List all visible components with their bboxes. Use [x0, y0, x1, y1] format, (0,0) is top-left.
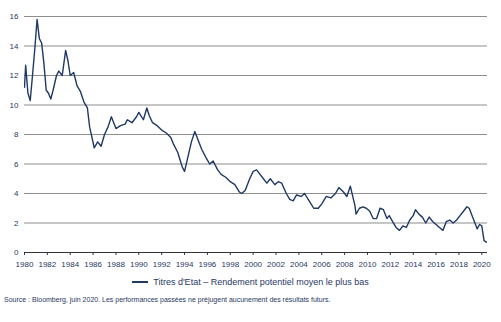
svg-text:2010: 2010: [359, 260, 377, 269]
svg-text:1986: 1986: [84, 260, 102, 269]
svg-text:16: 16: [10, 12, 19, 21]
svg-text:12: 12: [10, 71, 19, 80]
svg-text:1994: 1994: [176, 260, 194, 269]
svg-text:2006: 2006: [313, 260, 331, 269]
svg-text:4: 4: [14, 189, 19, 198]
svg-text:2020: 2020: [473, 260, 491, 269]
svg-text:2018: 2018: [450, 260, 468, 269]
svg-text:1984: 1984: [61, 260, 79, 269]
svg-text:2002: 2002: [267, 260, 285, 269]
svg-text:10: 10: [10, 101, 19, 110]
svg-text:6: 6: [14, 160, 19, 169]
svg-text:1988: 1988: [107, 260, 125, 269]
html-text:Source : Bloomberg, juin 2020.: Source : Bloomberg, juin 2020. Les perfo…: [4, 296, 331, 303]
svg-text:1980: 1980: [16, 260, 34, 269]
svg-text:2000: 2000: [244, 260, 262, 269]
svg-text:1996: 1996: [199, 260, 217, 269]
svg-text:1990: 1990: [130, 260, 148, 269]
svg-text:1982: 1982: [38, 260, 56, 269]
svg-text:2: 2: [14, 219, 19, 228]
html-text:Titres d'Etat – Rendement pote: Titres d'Etat – Rendement potentiel moye…: [153, 277, 369, 287]
svg-text:14: 14: [10, 42, 19, 51]
svg-text:2004: 2004: [290, 260, 308, 269]
svg-text:2008: 2008: [336, 260, 354, 269]
svg-text:0: 0: [14, 248, 19, 257]
svg-text:1992: 1992: [153, 260, 171, 269]
svg-text:2014: 2014: [404, 260, 422, 269]
svg-text:2012: 2012: [381, 260, 399, 269]
svg-text:2016: 2016: [427, 260, 445, 269]
svg-text:1998: 1998: [221, 260, 239, 269]
svg-text:8: 8: [14, 130, 19, 139]
